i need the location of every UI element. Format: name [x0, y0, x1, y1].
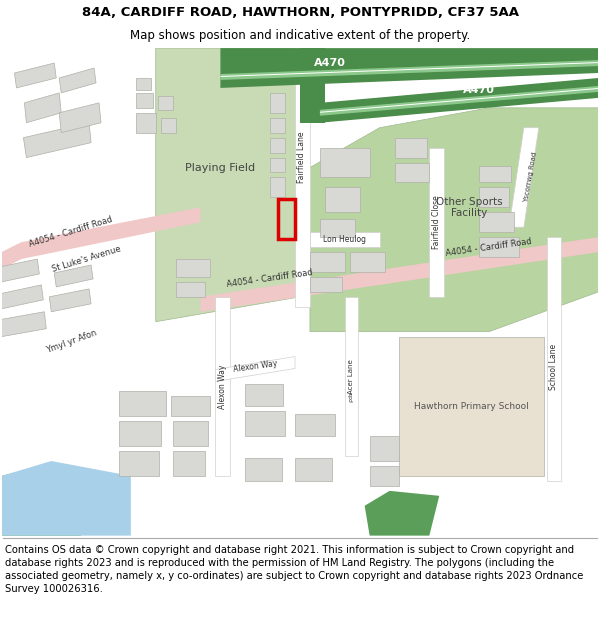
Text: Fairfield Lane: Fairfield Lane — [298, 132, 307, 183]
Polygon shape — [170, 396, 211, 416]
Polygon shape — [295, 458, 332, 481]
Text: Alexon Way: Alexon Way — [233, 359, 278, 374]
Polygon shape — [310, 232, 380, 247]
Polygon shape — [49, 289, 91, 312]
Polygon shape — [2, 208, 200, 269]
Polygon shape — [23, 122, 91, 158]
Polygon shape — [270, 93, 285, 112]
Polygon shape — [176, 259, 211, 277]
Polygon shape — [320, 88, 598, 112]
Polygon shape — [350, 252, 385, 272]
Polygon shape — [25, 93, 61, 122]
Polygon shape — [119, 451, 159, 476]
Polygon shape — [136, 112, 156, 132]
Text: Playing Field: Playing Field — [185, 162, 256, 172]
Polygon shape — [215, 297, 230, 476]
Polygon shape — [0, 259, 40, 282]
Text: Hawthorn Primary School: Hawthorn Primary School — [414, 402, 529, 411]
Polygon shape — [245, 411, 285, 436]
Polygon shape — [395, 162, 430, 182]
Polygon shape — [310, 252, 345, 272]
Polygon shape — [270, 118, 285, 132]
Text: Alexon Way: Alexon Way — [218, 364, 227, 409]
Polygon shape — [310, 108, 598, 332]
Text: Other Sports
Facility: Other Sports Facility — [436, 196, 502, 218]
Polygon shape — [173, 421, 208, 446]
Text: A4054 - Cardiff Road: A4054 - Cardiff Road — [445, 237, 533, 258]
Text: Map shows position and indicative extent of the property.: Map shows position and indicative extent… — [130, 29, 470, 42]
Text: ρds: ρds — [348, 391, 353, 402]
Text: A470: A470 — [463, 85, 495, 95]
Text: Contains OS data © Crown copyright and database right 2021. This information is : Contains OS data © Crown copyright and d… — [5, 544, 583, 594]
Polygon shape — [245, 458, 282, 481]
Polygon shape — [320, 219, 355, 237]
Polygon shape — [270, 138, 285, 152]
Polygon shape — [245, 384, 283, 406]
Text: Acer Lane: Acer Lane — [348, 359, 354, 394]
Text: Yscorrwg Road: Yscorrwg Road — [523, 152, 538, 203]
Polygon shape — [59, 103, 101, 132]
Polygon shape — [370, 436, 400, 461]
Polygon shape — [479, 237, 519, 257]
Polygon shape — [220, 62, 598, 77]
Polygon shape — [320, 148, 370, 178]
Polygon shape — [295, 414, 335, 436]
Polygon shape — [156, 48, 300, 322]
Polygon shape — [173, 451, 205, 476]
Polygon shape — [395, 138, 427, 158]
Text: A4054 - Cardiff Road: A4054 - Cardiff Road — [227, 269, 314, 289]
Polygon shape — [365, 491, 439, 536]
Text: Fairfield Close: Fairfield Close — [432, 196, 441, 249]
Polygon shape — [325, 188, 359, 213]
Text: Lon Heulog: Lon Heulog — [323, 234, 366, 244]
Polygon shape — [215, 356, 295, 381]
Polygon shape — [161, 118, 176, 132]
Text: Ymyl yr Afon: Ymyl yr Afon — [44, 328, 98, 355]
Polygon shape — [430, 148, 444, 297]
Polygon shape — [295, 48, 310, 307]
Polygon shape — [509, 127, 539, 228]
Polygon shape — [0, 312, 46, 337]
Polygon shape — [2, 461, 131, 536]
Polygon shape — [54, 265, 93, 287]
Polygon shape — [320, 78, 598, 122]
Polygon shape — [547, 237, 560, 481]
Text: 84A, CARDIFF ROAD, HAWTHORN, PONTYPRIDD, CF37 5AA: 84A, CARDIFF ROAD, HAWTHORN, PONTYPRIDD,… — [82, 6, 518, 19]
Polygon shape — [270, 177, 285, 198]
Polygon shape — [220, 48, 598, 88]
Polygon shape — [119, 391, 166, 416]
Polygon shape — [136, 78, 151, 90]
Polygon shape — [220, 60, 598, 80]
Polygon shape — [0, 285, 43, 309]
Polygon shape — [59, 68, 96, 93]
Polygon shape — [345, 297, 358, 456]
Polygon shape — [270, 158, 285, 172]
Polygon shape — [370, 466, 400, 486]
Text: School Lane: School Lane — [549, 343, 558, 389]
Polygon shape — [2, 466, 81, 536]
Polygon shape — [479, 188, 509, 208]
Text: A4054 - Cardiff Road: A4054 - Cardiff Road — [28, 215, 114, 249]
Polygon shape — [320, 86, 598, 116]
Polygon shape — [310, 277, 342, 292]
Polygon shape — [200, 237, 598, 312]
Polygon shape — [158, 96, 173, 110]
Text: A470: A470 — [314, 58, 346, 68]
Polygon shape — [479, 166, 511, 182]
Polygon shape — [300, 48, 325, 122]
Polygon shape — [400, 337, 544, 476]
Polygon shape — [14, 63, 56, 88]
Polygon shape — [136, 93, 153, 108]
Text: St Luke's Avenue: St Luke's Avenue — [50, 244, 122, 274]
Polygon shape — [176, 282, 205, 297]
Polygon shape — [479, 213, 514, 232]
Polygon shape — [119, 421, 161, 446]
